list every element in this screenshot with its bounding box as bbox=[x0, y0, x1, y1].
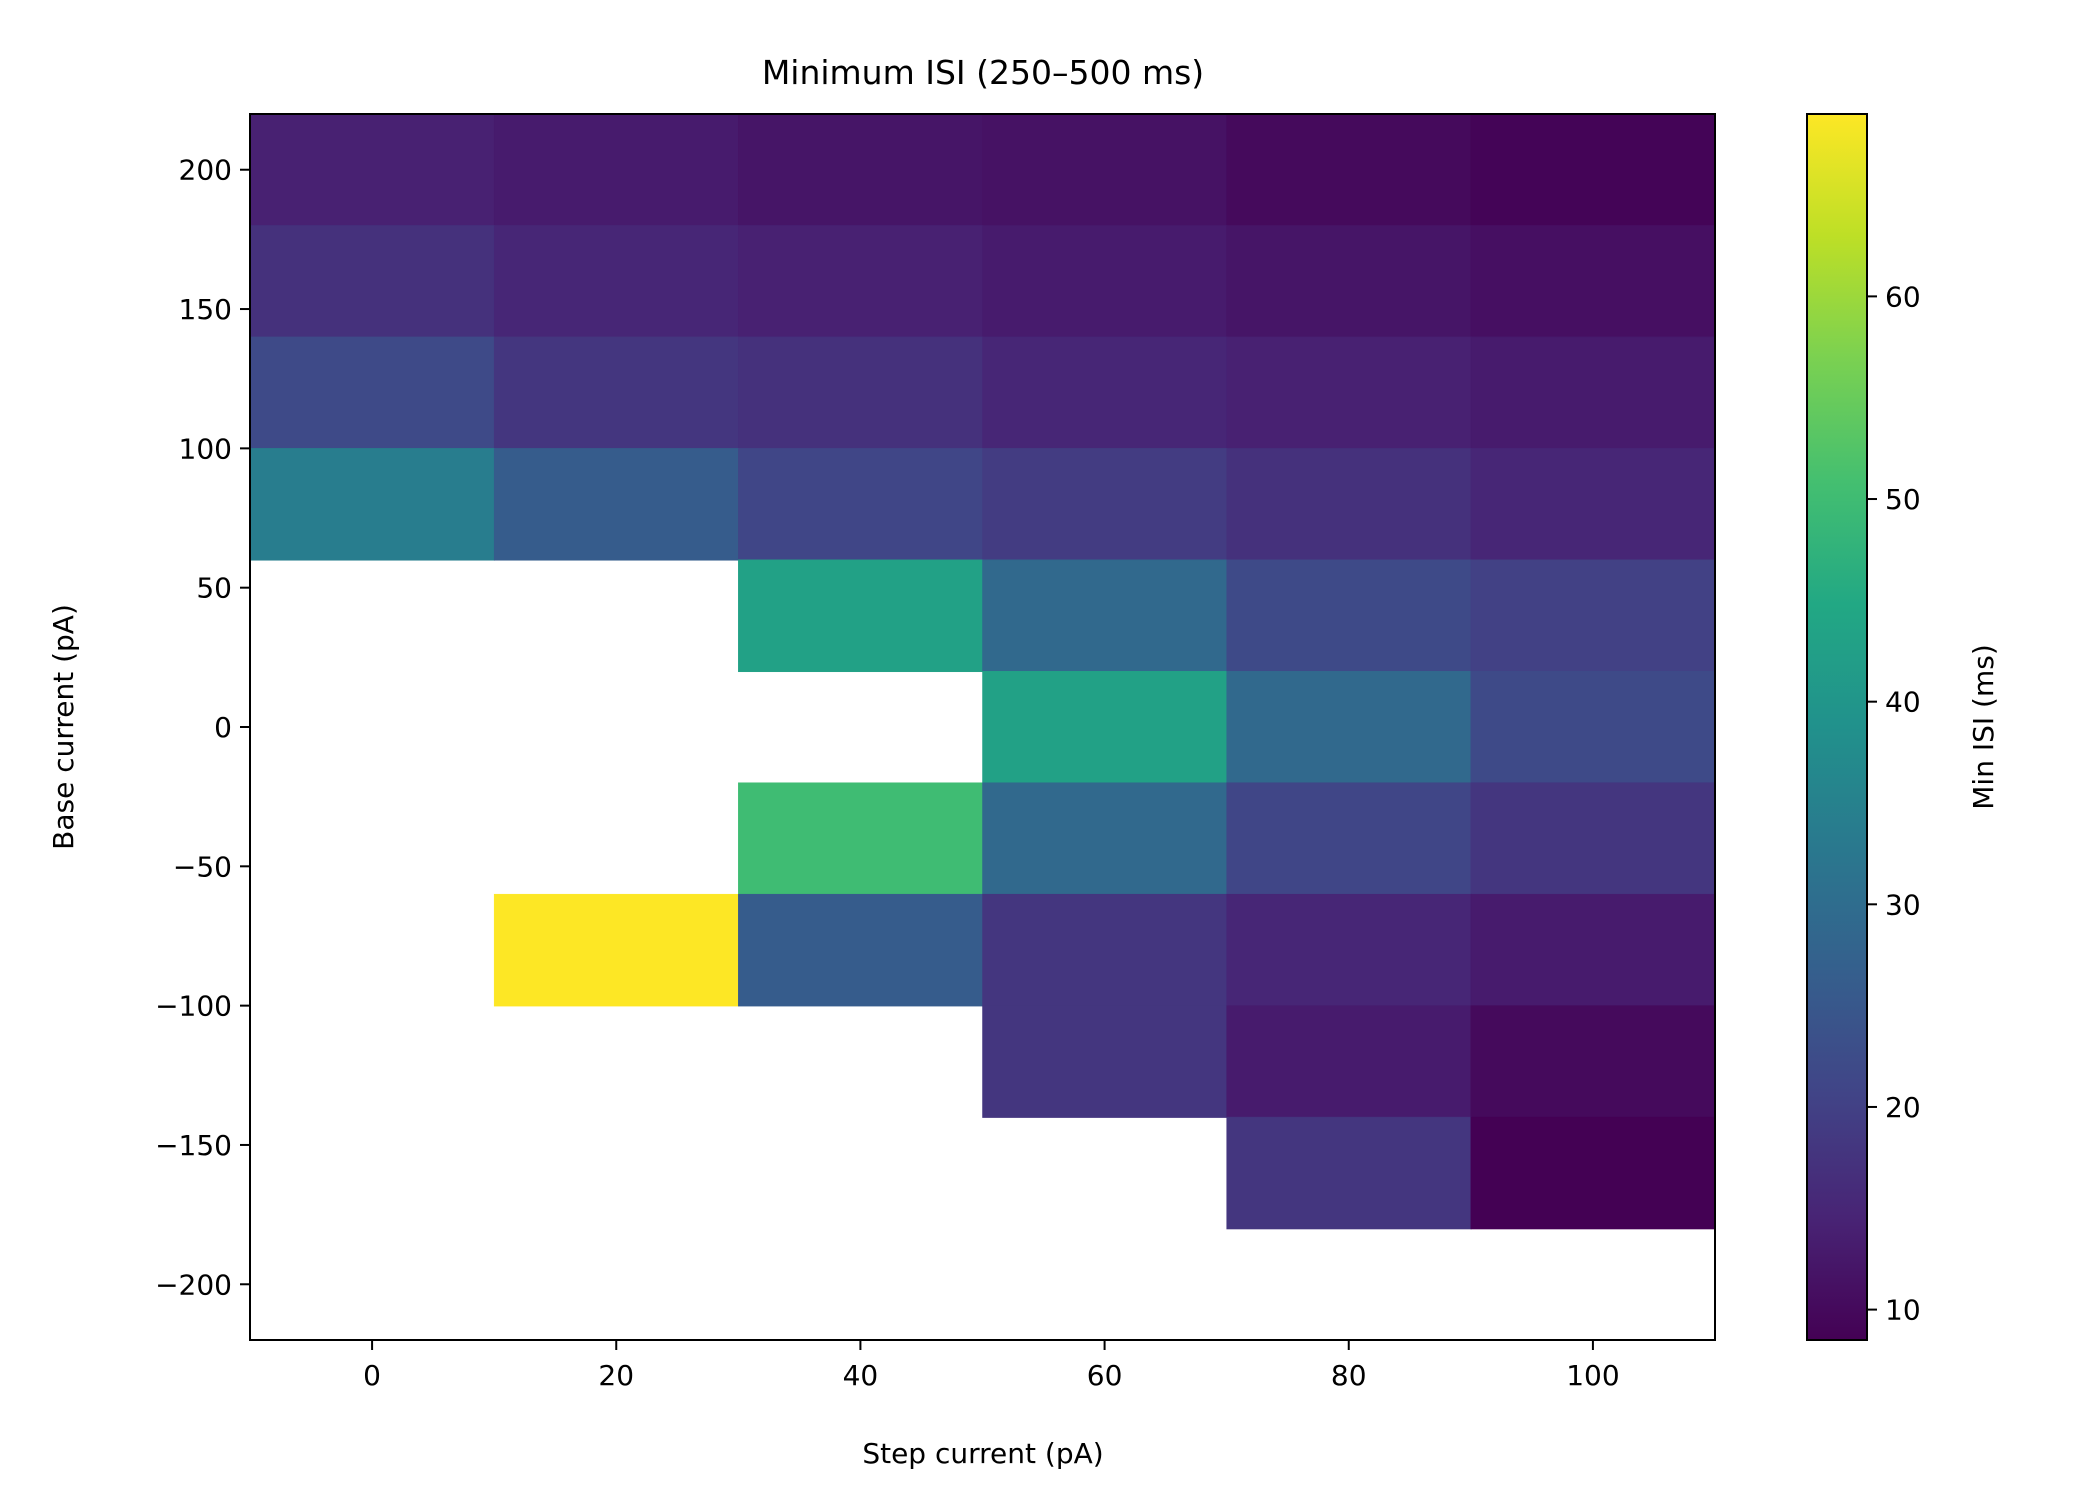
heatmap-cell bbox=[1470, 336, 1716, 450]
heatmap-cell bbox=[1470, 893, 1716, 1007]
y-tick-label: −200 bbox=[155, 1268, 232, 1301]
colorbar-tick-label: 50 bbox=[1885, 483, 1921, 516]
y-tick-label: −50 bbox=[173, 850, 232, 883]
heatmap-cell bbox=[1226, 336, 1472, 450]
x-axis-ticks: 0 20 40 60 80 100 bbox=[363, 1340, 1620, 1392]
x-tick-label: 80 bbox=[1331, 1359, 1367, 1392]
colorbar-ticks: 10 20 30 40 50 60 bbox=[1867, 280, 1921, 1327]
heatmap-cell bbox=[982, 671, 1228, 784]
colorbar-tick-label: 60 bbox=[1885, 280, 1921, 313]
heatmap-cell bbox=[982, 448, 1228, 561]
colorbar bbox=[1806, 113, 1868, 1341]
heatmap-cell bbox=[493, 448, 740, 561]
heatmap-cell bbox=[249, 336, 495, 450]
y-tick-label: 100 bbox=[179, 432, 232, 465]
heatmap-cell bbox=[1226, 893, 1472, 1007]
heatmap-cell bbox=[982, 782, 1228, 895]
heatmap-cell bbox=[1226, 225, 1472, 338]
colorbar-tick-label: 40 bbox=[1885, 686, 1921, 719]
heatmap-cell bbox=[982, 893, 1228, 1007]
heatmap-cell bbox=[738, 113, 984, 227]
heatmap-cell bbox=[738, 893, 984, 1007]
colorbar-tick-label: 30 bbox=[1885, 888, 1921, 921]
y-tick-label: −100 bbox=[155, 990, 232, 1023]
colorbar-tick-label: 10 bbox=[1885, 1294, 1921, 1327]
y-tick-label: 0 bbox=[214, 711, 232, 744]
heatmap-cell bbox=[1470, 559, 1716, 673]
heatmap-cell bbox=[1470, 113, 1716, 227]
heatmap-cell bbox=[1226, 1005, 1472, 1118]
heatmap-cell bbox=[738, 782, 984, 895]
y-tick-label: 150 bbox=[179, 293, 232, 326]
heatmap-cell bbox=[1226, 1116, 1472, 1230]
heatmap-cell bbox=[982, 113, 1228, 227]
y-axis-label: Base current (pA) bbox=[47, 604, 80, 850]
heatmap-cell bbox=[249, 448, 495, 561]
heatmap-cell bbox=[1226, 782, 1472, 895]
heatmap-cell bbox=[493, 893, 740, 1007]
x-axis-label: Step current (pA) bbox=[862, 1437, 1103, 1470]
heatmap-cell bbox=[493, 336, 740, 450]
heatmap-cell bbox=[493, 113, 740, 227]
chart-title: Minimum ISI (250–500 ms) bbox=[762, 53, 1204, 92]
heatmap-cell bbox=[1470, 671, 1716, 784]
y-tick-label: 200 bbox=[179, 154, 232, 187]
heatmap-cell bbox=[1470, 782, 1716, 895]
y-axis-ticks: −200 −150 −100 −50 0 50 100 150 200 bbox=[155, 154, 250, 1301]
x-tick-label: 40 bbox=[843, 1359, 879, 1392]
y-tick-label: 50 bbox=[196, 572, 232, 605]
heatmap-cell bbox=[738, 448, 984, 561]
heatmap-cell bbox=[1226, 671, 1472, 784]
heatmap-cell bbox=[493, 225, 740, 338]
x-tick-label: 20 bbox=[598, 1359, 634, 1392]
heatmap-cell bbox=[249, 113, 495, 227]
heatmap-cell bbox=[738, 336, 984, 450]
heatmap-cell bbox=[982, 1005, 1228, 1118]
heatmap-cell bbox=[982, 225, 1228, 338]
colorbar-label: Min ISI (ms) bbox=[1967, 644, 2000, 809]
heatmap-cell bbox=[1226, 559, 1472, 673]
heatmap-cell bbox=[249, 225, 495, 338]
y-tick-label: −150 bbox=[155, 1129, 232, 1162]
heatmap-cell bbox=[1226, 113, 1472, 227]
heatmap-cell bbox=[1470, 448, 1716, 561]
heatmap-cell bbox=[1470, 225, 1716, 338]
heatmap-cell bbox=[1470, 1005, 1716, 1118]
colorbar-tick-label: 20 bbox=[1885, 1091, 1921, 1124]
heatmap-cell bbox=[738, 559, 984, 673]
x-tick-label: 0 bbox=[363, 1359, 381, 1392]
heatmap-cells bbox=[249, 113, 1716, 1230]
heatmap-cell bbox=[1470, 1116, 1716, 1230]
x-tick-label: 100 bbox=[1566, 1359, 1619, 1392]
heatmap-cell bbox=[738, 225, 984, 338]
heatmap-cell bbox=[1226, 448, 1472, 561]
heatmap-cell bbox=[982, 559, 1228, 673]
x-tick-label: 60 bbox=[1087, 1359, 1123, 1392]
heatmap-cell bbox=[982, 336, 1228, 450]
